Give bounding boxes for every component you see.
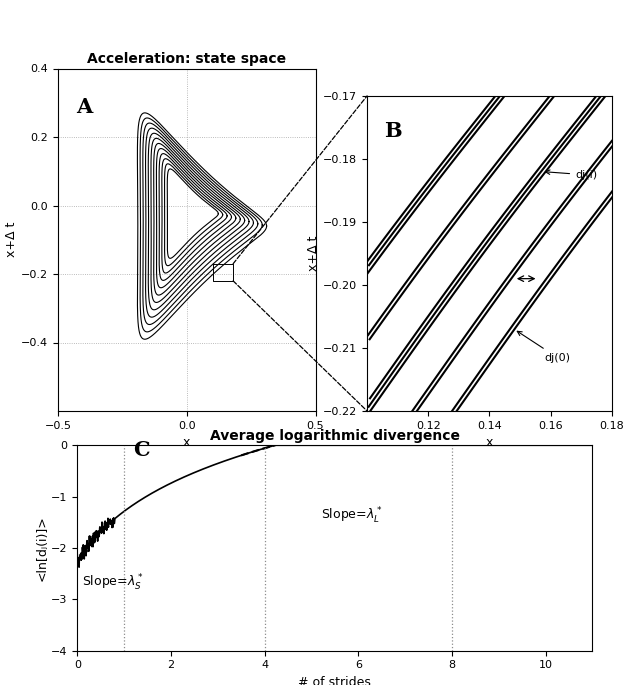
Title: Acceleration: state space: Acceleration: state space — [87, 52, 287, 66]
Title: Average logarithmic divergence: Average logarithmic divergence — [210, 429, 460, 443]
X-axis label: # of strides: # of strides — [298, 676, 372, 685]
X-axis label: x: x — [486, 436, 493, 449]
Y-axis label: <ln[dⱼ(i)]>: <ln[dⱼ(i)]> — [35, 515, 48, 581]
Y-axis label: x+Δ t: x+Δ t — [307, 236, 320, 271]
Text: Slope=$\lambda_L^*$: Slope=$\lambda_L^*$ — [321, 506, 383, 526]
X-axis label: x: x — [183, 436, 191, 449]
Text: B: B — [384, 121, 402, 141]
Text: Slope=$\lambda_S^*$: Slope=$\lambda_S^*$ — [82, 573, 144, 593]
Text: dj(i): dj(i) — [545, 170, 597, 180]
Text: A: A — [76, 97, 92, 117]
Y-axis label: x+Δ t: x+Δ t — [5, 222, 18, 258]
Text: C: C — [133, 440, 150, 460]
Text: dj(0): dj(0) — [517, 332, 571, 362]
